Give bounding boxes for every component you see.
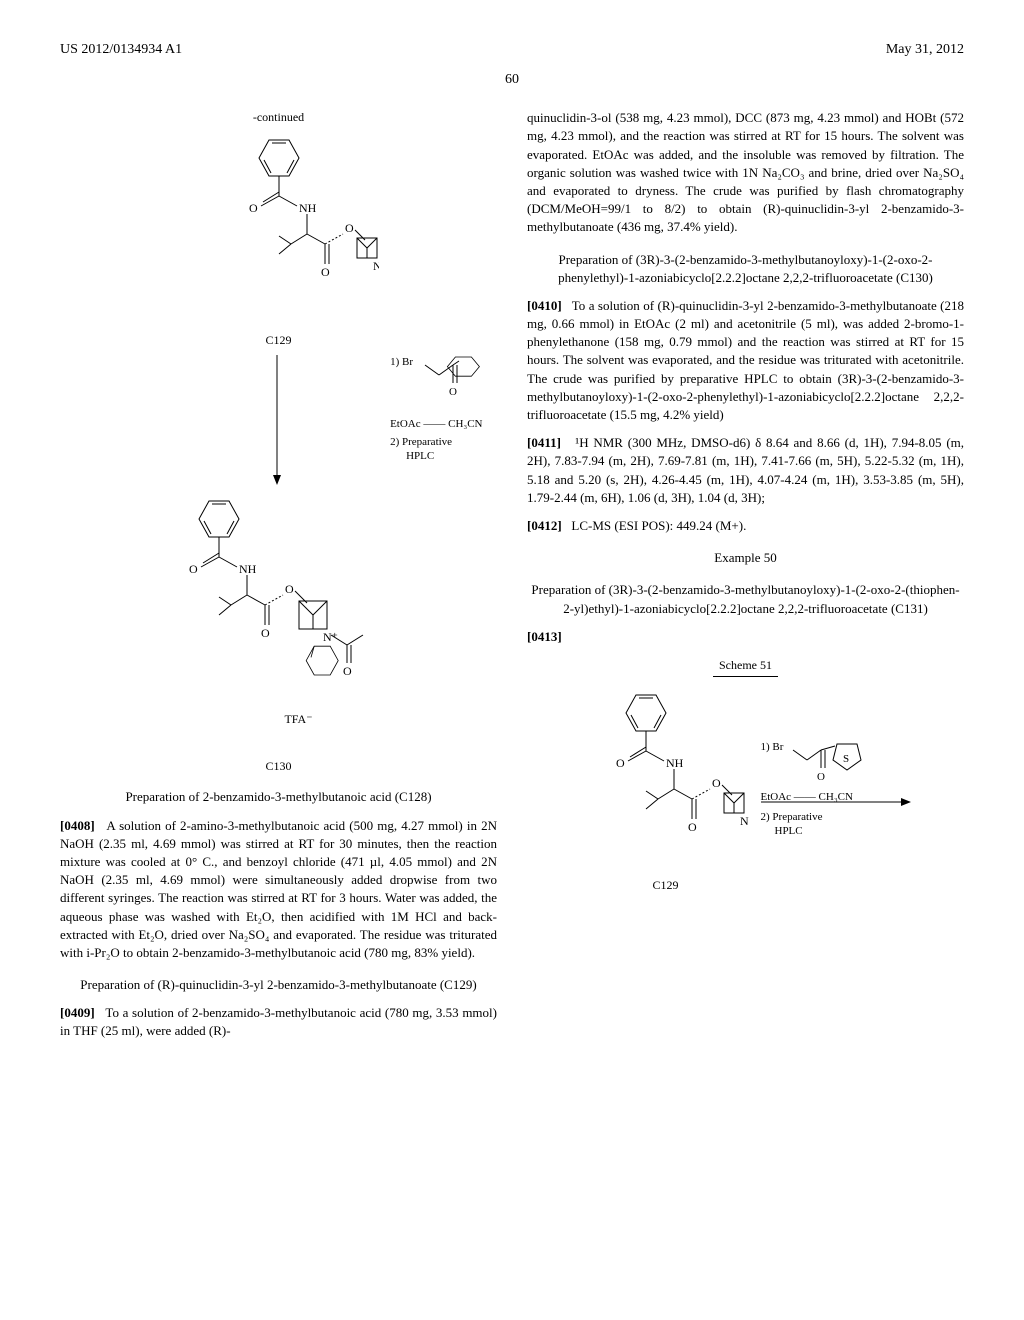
svg-text:O: O xyxy=(189,562,198,576)
svg-text:NH: NH xyxy=(666,756,684,770)
heading-c128: Preparation of 2-benzamido-3-methylbutan… xyxy=(60,788,497,806)
para-0409-num: [0409] xyxy=(60,1005,95,1020)
continued-label: -continued xyxy=(60,109,497,126)
scheme-51-label: Scheme 51 xyxy=(713,657,778,677)
svg-text:O: O xyxy=(449,386,457,398)
arrow2-line4: HPLC xyxy=(775,824,911,838)
para-0412-num: [0412] xyxy=(527,518,562,533)
svg-text:NH: NH xyxy=(299,201,317,215)
structure-c129: O NH O O xyxy=(60,130,497,349)
para-0408: [0408] A solution of 2-amino-3-methylbut… xyxy=(60,817,497,963)
para-0411: [0411] ¹H NMR (300 MHz, DMSO-d6) δ 8.64 … xyxy=(527,434,964,507)
page-number: 60 xyxy=(60,70,964,90)
svg-text:N: N xyxy=(373,259,379,273)
svg-text:O: O xyxy=(712,776,721,790)
example-50: Example 50 xyxy=(527,549,964,567)
para-0408-num: [0408] xyxy=(60,818,95,833)
para-0411-num: [0411] xyxy=(527,435,561,450)
arrow2-line3: 2) Preparative xyxy=(761,810,911,824)
svg-text:N⁺: N⁺ xyxy=(323,630,338,644)
left-column: -continued O NH xyxy=(60,109,497,1050)
para-0409-text: To a solution of 2-benzamido-3-methylbut… xyxy=(60,1005,497,1038)
header-left: US 2012/0134934 A1 xyxy=(60,40,182,60)
para-0409: [0409] To a solution of 2-benzamido-3-me… xyxy=(60,1004,497,1040)
svg-text:O: O xyxy=(616,756,625,770)
c129-label: C129 xyxy=(60,332,497,349)
structure-c130: O NH O O N⁺ xyxy=(60,491,497,775)
svg-text:N: N xyxy=(740,814,749,828)
svg-text:O: O xyxy=(817,771,825,783)
para-0410-num: [0410] xyxy=(527,298,562,313)
svg-text:O: O xyxy=(285,582,294,596)
para-0410: [0410] To a solution of (R)-quinuclidin-… xyxy=(527,297,964,424)
svg-text:S: S xyxy=(843,753,849,765)
svg-text:O: O xyxy=(249,201,258,215)
para-0411-text: ¹H NMR (300 MHz, DMSO-d6) δ 8.64 and 8.6… xyxy=(527,435,964,505)
para-0413: [0413] xyxy=(527,628,964,646)
heading-c129: Preparation of (R)-quinuclidin-3-yl 2-be… xyxy=(60,976,497,994)
para-0408-text: A solution of 2-amino-3-methylbutanoic a… xyxy=(60,818,497,960)
arrow-block-1: 1) Br O EtOAc —— CH₃CN 2) Preparative xyxy=(170,355,497,485)
svg-text:O: O xyxy=(343,664,352,678)
svg-text:O: O xyxy=(321,265,330,279)
header-right: May 31, 2012 xyxy=(886,40,964,60)
svg-text:O: O xyxy=(261,626,270,640)
c130-label: C130 xyxy=(60,758,497,775)
svg-text:NH: NH xyxy=(239,562,257,576)
arrow1-line4: HPLC xyxy=(406,449,497,463)
page-header: US 2012/0134934 A1 May 31, 2012 xyxy=(60,40,964,60)
arrow1-line1-pre: 1) Br xyxy=(390,355,413,369)
arrow1-line3: 2) Preparative xyxy=(390,435,497,449)
arrow2-line1-pre: 1) Br xyxy=(761,740,784,754)
right-column: quinuclidin-3-ol (538 mg, 4.23 mmol), DC… xyxy=(527,109,964,1050)
para-0412: [0412] LC-MS (ESI POS): 449.24 (M+). xyxy=(527,517,964,535)
heading-c130: Preparation of (3R)-3-(2-benzamido-3-met… xyxy=(527,251,964,287)
para-0410-text: To a solution of (R)-quinuclidin-3-yl 2-… xyxy=(527,298,964,422)
c129-label-r: C129 xyxy=(581,877,751,894)
tfa-label: TFA⁻ xyxy=(100,711,497,728)
heading-c131: Preparation of (3R)-3-(2-benzamido-3-met… xyxy=(527,581,964,617)
para-0412-text: LC-MS (ESI POS): 449.24 (M+). xyxy=(571,518,746,533)
para-0413-num: [0413] xyxy=(527,629,562,644)
arrow1-line2: EtOAc —— CH₃CN xyxy=(390,417,497,431)
para-top: quinuclidin-3-ol (538 mg, 4.23 mmol), DC… xyxy=(527,109,964,236)
svg-text:O: O xyxy=(345,221,354,235)
svg-text:O: O xyxy=(688,820,697,834)
scheme-51-fig: O NH O O xyxy=(527,685,964,894)
